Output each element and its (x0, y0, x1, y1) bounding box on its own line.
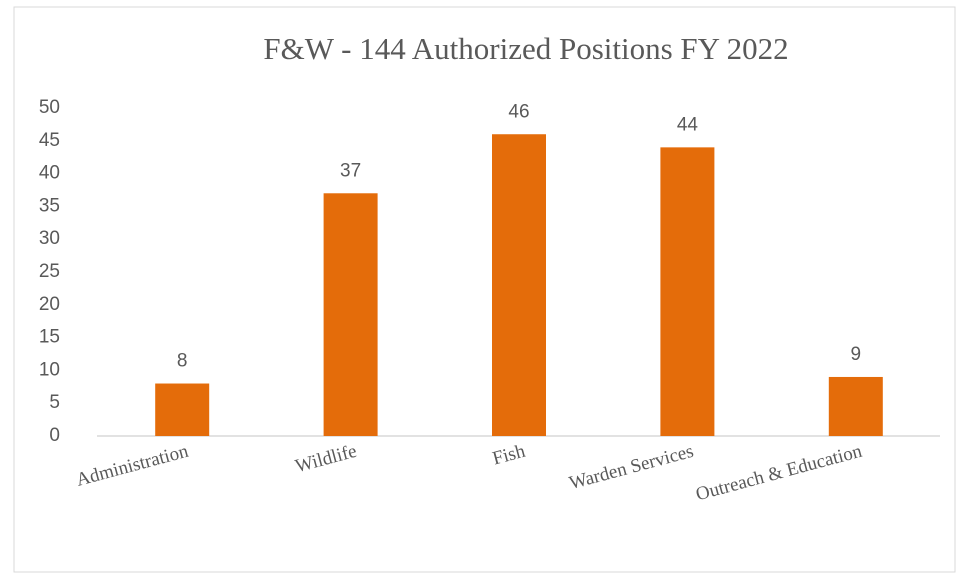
bar (492, 134, 546, 437)
y-tick-label: 10 (39, 359, 60, 380)
y-tick-label: 0 (49, 425, 60, 446)
y-tick-label: 20 (39, 294, 60, 315)
y-tick-label: 45 (39, 130, 60, 151)
chart-border (13, 6, 956, 573)
y-tick-label: 40 (39, 163, 60, 184)
y-tick-label: 30 (39, 228, 60, 249)
bar (155, 383, 210, 436)
data-label: 37 (340, 160, 361, 181)
data-label: 44 (677, 114, 699, 135)
data-label: 9 (851, 344, 862, 365)
chart-title: F&W - 144 Authorized Positions FY 2022 (263, 31, 788, 66)
y-tick-label: 5 (49, 392, 60, 413)
y-tick-label: 25 (39, 261, 60, 282)
y-tick-label: 50 (39, 97, 60, 118)
data-label: 8 (177, 351, 188, 372)
bar (660, 147, 715, 437)
bar (828, 376, 883, 436)
bar (323, 193, 378, 436)
data-label: 46 (508, 101, 529, 122)
y-tick-label: 35 (39, 195, 60, 216)
y-tick-label: 15 (39, 327, 60, 348)
